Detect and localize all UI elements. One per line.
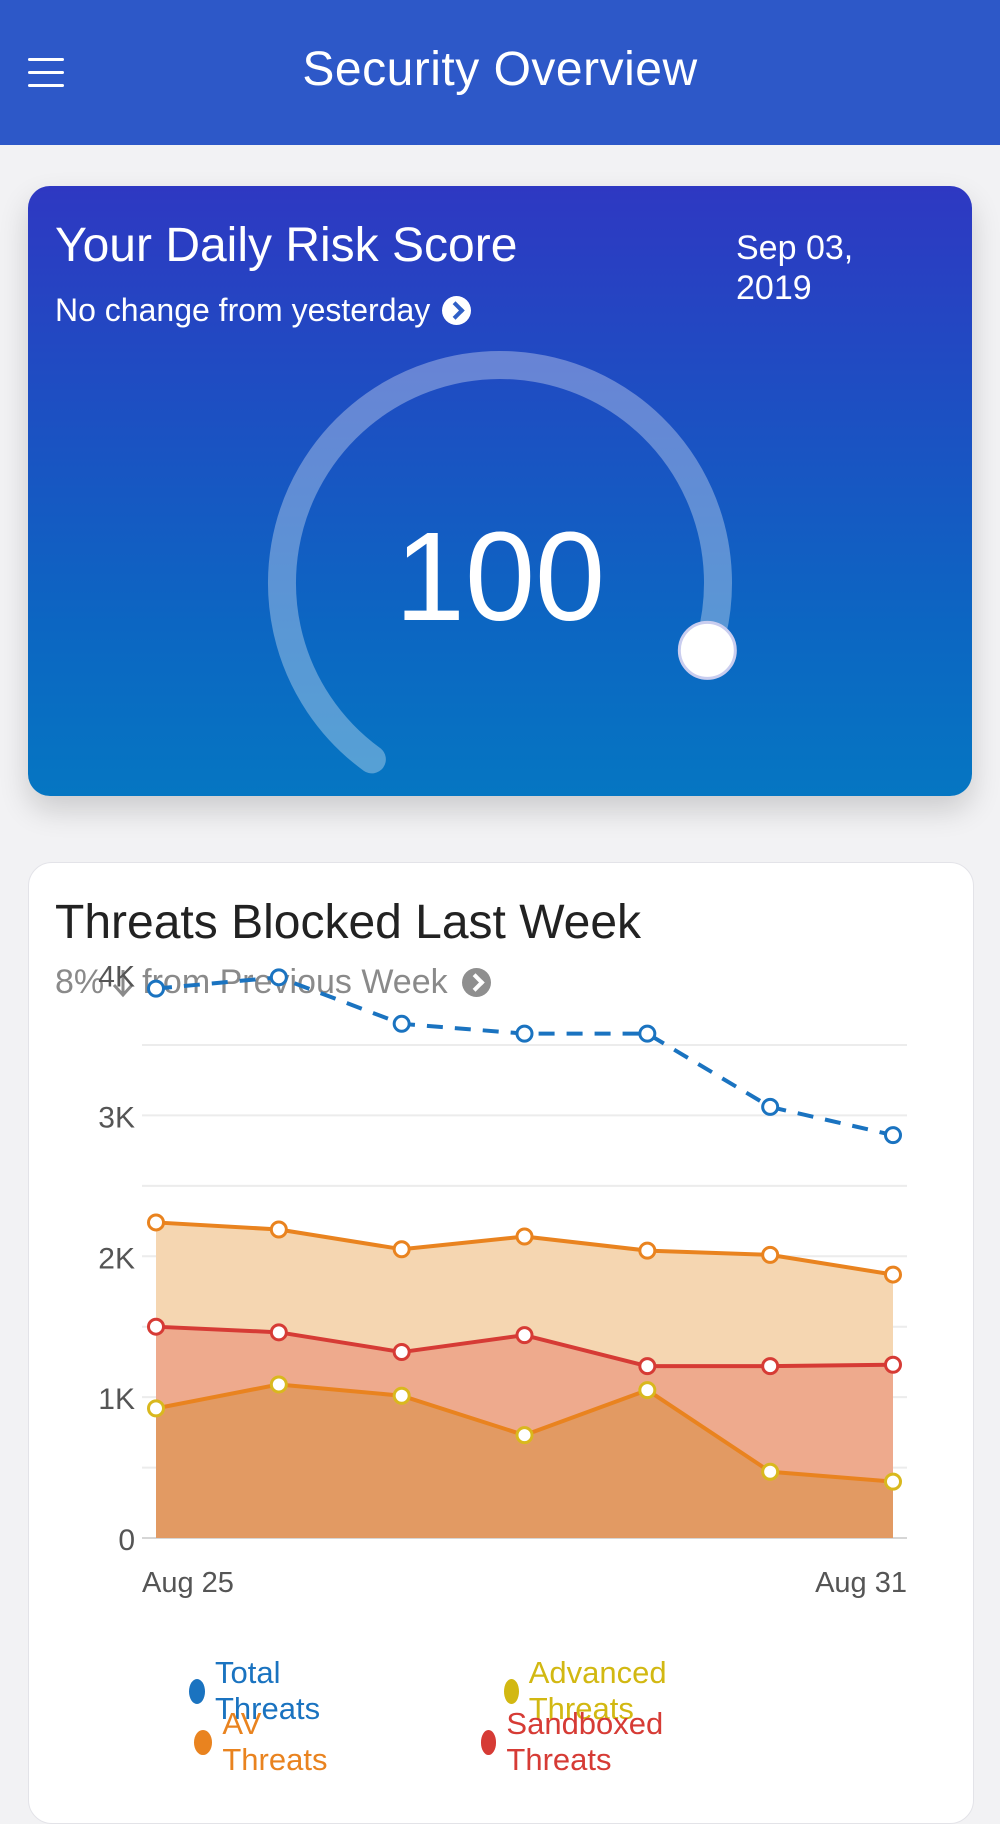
gauge-track [268,351,732,774]
arrow-down-icon [113,969,134,997]
threats-blocked-card[interactable]: Threats Blocked Last Week 8% from Previo… [28,862,974,1824]
data-point [761,1357,780,1376]
legend-item[interactable]: AV Threats [194,1706,334,1778]
risk-score-card[interactable]: Your Daily Risk Score No change from yes… [28,186,972,796]
data-point [515,1326,534,1345]
line-total-threats [155,975,894,1138]
y-tick-label: 3K [98,1101,135,1134]
hamburger-menu-icon[interactable] [28,58,66,88]
chevron-right-circle-icon[interactable] [461,968,491,997]
data-point [147,1213,165,1232]
threats-card-title: Threats Blocked Last Week [55,896,642,949]
x-tick-label: Aug 25 [142,1567,234,1599]
data-point [638,1381,657,1400]
data-point [392,1386,411,1405]
data-point [392,1343,411,1362]
data-point [515,1426,534,1445]
legend-item[interactable]: Sandboxed Threats [481,1706,673,1778]
legend-dot-icon [481,1729,497,1755]
risk-score-change[interactable]: No change from yesterday [55,292,472,329]
legend-label: Sandboxed Threats [506,1706,664,1777]
legend-label: Total Threats [214,1655,321,1726]
data-point [147,1317,165,1336]
y-tick-label: 4K [98,961,135,994]
y-tick-label: 0 [118,1524,135,1557]
data-point [761,1097,780,1116]
legend-dot-icon [194,1729,213,1755]
data-point [638,1357,657,1376]
page-title: Security Overview [302,43,698,96]
legend-item[interactable]: Total Threats [189,1655,329,1727]
data-point [392,1240,411,1259]
data-point [392,1014,411,1033]
data-point [269,968,288,987]
legend-dot-icon [504,1678,519,1704]
data-point [515,1227,534,1246]
legend-label: Advanced Threats [528,1655,667,1726]
risk-score-value: 100 [394,506,606,647]
app-bar: Security Overview [0,0,1000,145]
area-advanced-threats [156,1384,893,1538]
x-tick-label: Aug 31 [815,1567,907,1599]
data-point [638,1024,657,1043]
gauge-knob [677,620,737,680]
chevron-right-circle-icon[interactable] [442,296,472,325]
data-point [638,1241,657,1260]
data-point [269,1323,288,1342]
legend-dot-icon [189,1678,205,1704]
data-point [515,1024,534,1043]
risk-score-change-text: No change from yesterday [55,292,431,328]
data-point [884,1355,902,1374]
data-point [761,1245,780,1264]
data-point [269,1375,288,1394]
data-point [147,1399,165,1418]
legend-item[interactable]: Advanced Threats [504,1655,677,1727]
data-point [884,1472,902,1491]
risk-gauge [268,351,737,774]
data-point [884,1265,902,1284]
threats-change-percent: 8% [55,963,105,1001]
risk-score-title: Your Daily Risk Score [55,219,518,272]
data-point [761,1462,780,1481]
legend-label: AV Threats [222,1706,328,1777]
data-point [269,1220,288,1239]
y-tick-label: 1K [98,1383,135,1416]
risk-score-date: Sep 03, 2019 [736,229,854,307]
y-tick-label: 2K [98,1242,135,1275]
data-point [884,1126,902,1145]
data-point [147,979,165,998]
